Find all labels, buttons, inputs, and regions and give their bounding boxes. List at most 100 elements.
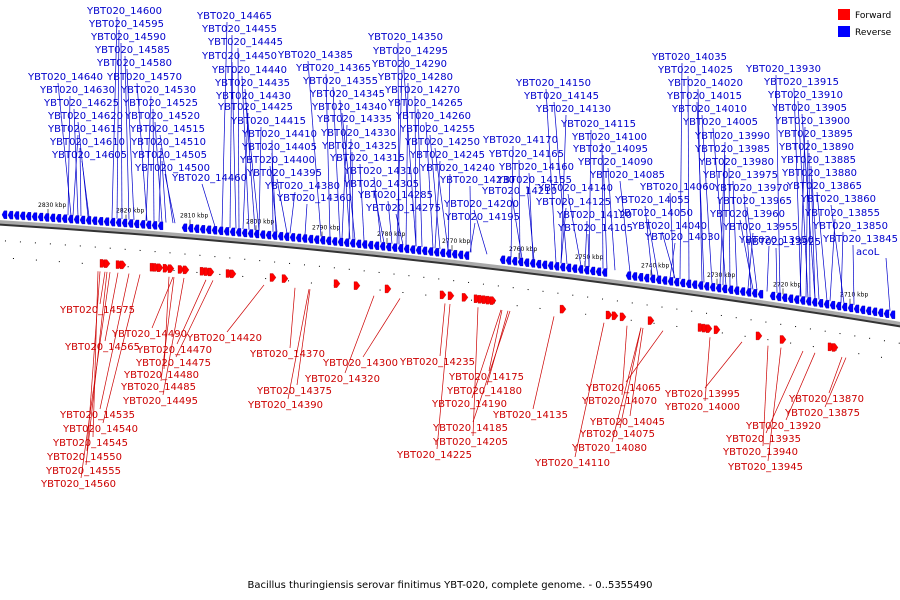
reverse-leader-line <box>79 147 82 217</box>
reverse-gene-label: YBT020_14515 <box>129 124 205 135</box>
reverse-gene-label: YBT020_14240 <box>419 163 495 174</box>
reverse-gene-label: YBT020_14265 <box>387 98 463 109</box>
reverse-gene-arrow <box>157 221 164 230</box>
reverse-gene-arrow <box>547 261 554 270</box>
reverse-leader-line <box>469 222 476 253</box>
reverse-gene-label: YBT020_13925 <box>745 237 821 248</box>
reverse-gene-label: YBT020_14360 <box>276 193 352 204</box>
reverse-gene-arrow <box>373 241 380 250</box>
reverse-gene-arrow <box>85 216 92 225</box>
reverse-leader-line <box>359 163 365 241</box>
forward-gene-arrow <box>647 316 655 325</box>
forward-gene-label: YBT020_14475 <box>135 358 211 369</box>
reverse-gene-arrow <box>55 214 62 223</box>
reverse-leader-line <box>221 21 228 228</box>
reverse-leader-line <box>829 218 836 302</box>
reverse-leader-line <box>245 101 260 231</box>
forward-gene-label: YBT020_14490 <box>111 329 187 340</box>
legend-reverse-swatch <box>838 26 850 37</box>
reverse-gene-label: YBT020_13915 <box>763 77 839 88</box>
reverse-gene-label: YBT020_14100 <box>571 132 647 143</box>
reverse-leader-line <box>111 16 118 219</box>
reverse-gene-arrow <box>535 259 542 269</box>
reverse-gene-arrow <box>733 286 740 295</box>
reverse-gene-arrow <box>649 274 656 284</box>
reverse-leader-line <box>775 74 781 294</box>
reverse-leader-line <box>387 200 393 244</box>
forward-gene-label: YBT020_14495 <box>122 396 198 407</box>
forward-labels: YBT020_14575YBT020_14565YBT020_14490YBT0… <box>40 305 864 490</box>
reverse-gene-label: YBT020_14415 <box>230 116 306 127</box>
reverse-gene-label: YBT020_14275 <box>365 203 441 214</box>
reverse-leader-line <box>405 82 409 246</box>
reverse-gene-label: YBT020_14340 <box>311 102 387 113</box>
reverse-gene-label: YBT020_14160 <box>498 162 574 173</box>
reverse-gene-label: YBT020_13985 <box>694 144 770 155</box>
forward-gene-label: YBT020_14110 <box>534 458 610 469</box>
reverse-gene-label: YBT020_13900 <box>774 116 850 127</box>
reverse-gene-arrow <box>565 263 572 273</box>
forward-leader-line <box>226 284 265 333</box>
reverse-gene-arrow <box>709 283 716 292</box>
reverse-gene-arrow <box>523 258 530 267</box>
reverse-gene-label: YBT020_13965 <box>716 196 792 207</box>
reverse-gene-arrow <box>859 305 866 315</box>
forward-leader-line <box>99 273 130 410</box>
forward-gene-label: YBT020_14390 <box>247 400 323 411</box>
reverse-gene-arrow <box>241 228 248 238</box>
reverse-leader-line <box>231 61 237 229</box>
scale-tick-label: 2740 kbp <box>641 263 669 270</box>
reverse-gene-label: YBT020_14385 <box>277 50 353 61</box>
reverse-gene-label: YBT020_14350 <box>367 32 443 43</box>
reverse-gene-arrow <box>61 214 68 223</box>
reverse-gene-label: YBT020_14195 <box>444 212 520 223</box>
forward-leader-line <box>629 327 644 417</box>
reverse-gene-arrow <box>505 256 512 265</box>
reverse-gene-arrow <box>247 229 254 238</box>
reverse-gene-label: YBT020_14030 <box>644 232 720 243</box>
reverse-leader-line <box>584 220 588 267</box>
forward-leader-line <box>824 357 847 408</box>
reverse-gene-label: YBT020_14530 <box>120 85 196 96</box>
reverse-leader-line <box>447 173 451 250</box>
forward-leader-line <box>176 279 207 345</box>
forward-gene-label: YBT020_14565 <box>64 342 140 353</box>
reverse-gene-arrow <box>301 234 308 243</box>
reverse-leader-line <box>775 247 778 294</box>
reverse-gene-label: YBT020_14015 <box>666 91 742 102</box>
reverse-gene-arrow <box>397 244 404 253</box>
reverse-gene-arrow <box>871 307 878 316</box>
reverse-leader-line <box>341 124 348 239</box>
reverse-gene-arrow <box>841 302 848 312</box>
forward-gene-arrow <box>167 264 175 273</box>
reverse-leader-line <box>229 34 233 228</box>
reverse-gene-label: YBT020_14405 <box>241 142 317 153</box>
reverse-gene-label: YBT020_14345 <box>309 89 385 100</box>
reverse-gene-label: YBT020_14155 <box>496 175 572 186</box>
reverse-leader-line <box>602 154 608 270</box>
scale-tick-label: 2830 kbp <box>38 202 66 209</box>
reverse-gene-label: YBT020_13950 <box>738 235 814 246</box>
forward-gene-label: YBT020_14180 <box>446 386 522 397</box>
forward-gene-label: YBT020_14045 <box>589 417 665 428</box>
reverse-gene-arrow <box>817 299 824 308</box>
reverse-gene-label: YBT020_14615 <box>47 124 123 135</box>
reverse-gene-label: YBT020_14055 <box>614 195 690 206</box>
reverse-gene-arrow <box>451 250 458 259</box>
reverse-gene-label: YBT020_14305 <box>343 179 419 190</box>
reverse-gene-arrow <box>325 236 332 246</box>
reverse-leader-line <box>269 165 278 233</box>
forward-gene-label: YBT020_13995 <box>664 389 740 400</box>
reverse-gene-label: YBT020_14445 <box>207 37 283 48</box>
reverse-leader-line <box>164 173 176 224</box>
reverse-gene-arrow <box>403 244 410 254</box>
reverse-gene-arrow <box>715 283 722 293</box>
reverse-gene-arrow <box>343 238 350 247</box>
reverse-leader-line <box>518 159 521 259</box>
forward-leader-line <box>472 310 511 423</box>
forward-leader-line <box>296 289 311 386</box>
forward-gene-arrow <box>384 284 392 294</box>
forward-gene-label: YBT020_14370 <box>249 349 325 360</box>
reverse-gene-label: YBT020_13905 <box>771 103 847 114</box>
